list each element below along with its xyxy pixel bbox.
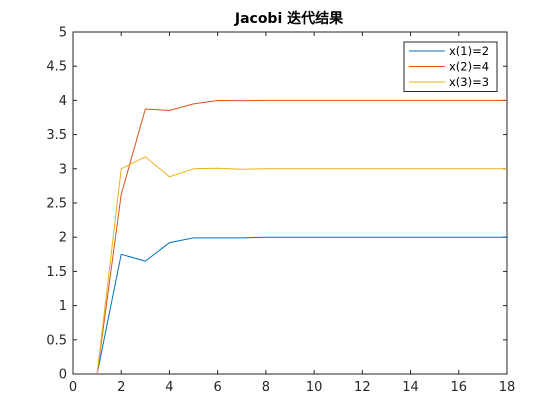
y-tick-label: 1 bbox=[59, 299, 67, 314]
chart-title: Jacobi 迭代结果 bbox=[234, 10, 344, 27]
y-tick-label: 2 bbox=[59, 231, 67, 246]
y-tick-label: 4 bbox=[59, 94, 67, 109]
y-tick-label: 0.5 bbox=[46, 333, 67, 348]
x-tick-label: 4 bbox=[165, 380, 173, 395]
x-tick-label: 16 bbox=[451, 380, 468, 395]
axis-ticks: 0 2 4 6 8 10 12 14 16 18 0 0.5 1 1.5 2 2.5 3 3.5 4 4.5 5 bbox=[46, 26, 515, 396]
x-tick-label: 6 bbox=[214, 380, 222, 395]
y-tick-label: 0 bbox=[59, 368, 67, 383]
legend-label: x(2)=4 bbox=[449, 60, 489, 74]
legend-label: x(1)=2 bbox=[449, 44, 489, 58]
legend-label: x(3)=3 bbox=[449, 75, 489, 89]
y-tick-label: 2.5 bbox=[46, 197, 67, 212]
series-line-3 bbox=[96, 156, 507, 375]
x-tick-label: 0 bbox=[69, 380, 77, 395]
series-line-1 bbox=[96, 236, 507, 375]
legend: x(1)=2 x(2)=4x(3)=3 bbox=[403, 41, 498, 92]
y-tick-label: 3 bbox=[59, 162, 67, 177]
x-tick-label: 8 bbox=[262, 380, 270, 395]
y-tick-label: 4.5 bbox=[46, 60, 67, 75]
y-tick-label: 1.5 bbox=[46, 265, 67, 280]
series-lines bbox=[96, 99, 507, 375]
series-line-2 bbox=[96, 99, 507, 375]
x-tick-label: 10 bbox=[306, 380, 323, 395]
x-tick-label: 12 bbox=[354, 380, 371, 395]
x-tick-label: 2 bbox=[117, 380, 125, 395]
y-tick-label: 3.5 bbox=[46, 128, 67, 143]
x-tick-label: 14 bbox=[402, 380, 419, 395]
x-tick-label: 18 bbox=[499, 380, 516, 395]
y-tick-label: 5 bbox=[59, 26, 67, 41]
